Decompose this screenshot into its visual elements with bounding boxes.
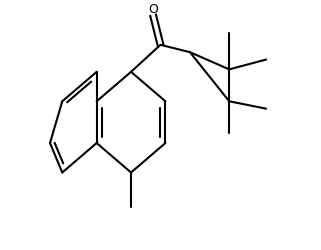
Text: O: O [148, 3, 158, 16]
